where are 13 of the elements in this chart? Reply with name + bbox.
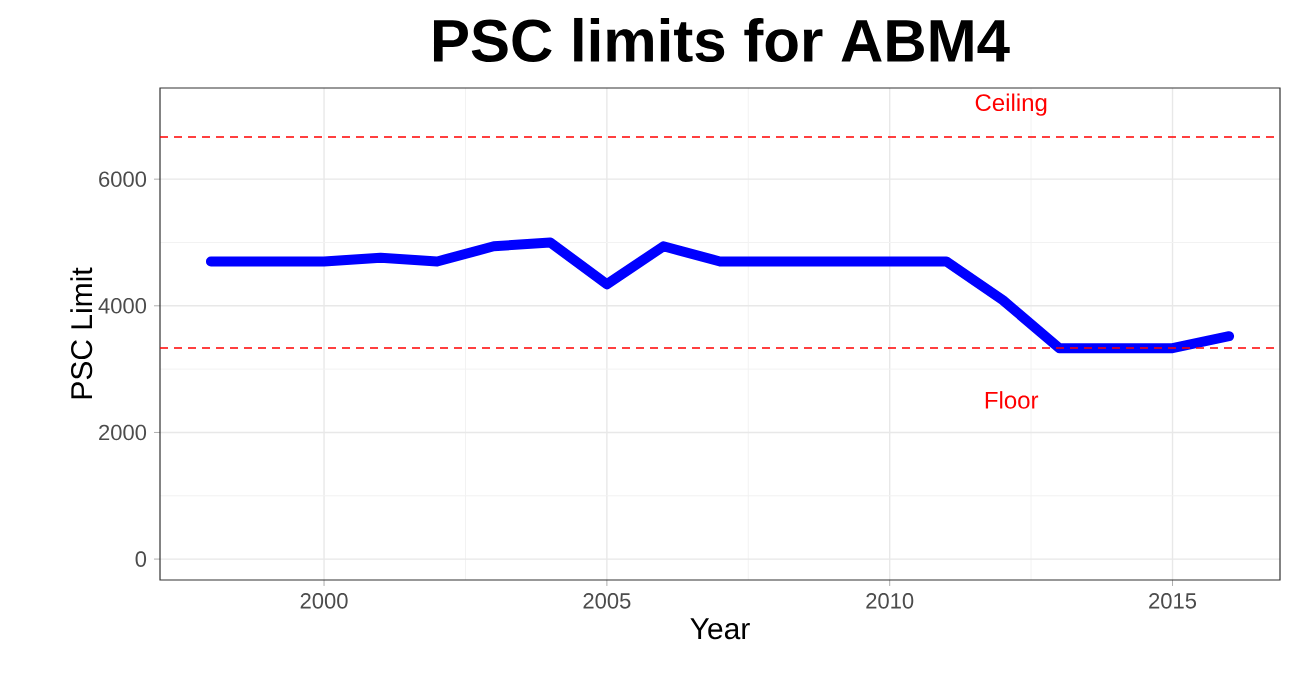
y-axis-title: PSC Limit: [70, 267, 93, 399]
ref-line-label: Floor: [985, 391, 1039, 409]
y-tick-label: 0: [135, 551, 147, 567]
ref-line-label: Ceiling: [975, 93, 1047, 116]
x-axis-title: Year: [690, 618, 750, 640]
x-tick-label: 2005: [583, 593, 631, 609]
chart-title: PSC limits for ABM4: [433, 17, 1010, 63]
y-tick-label: 6000: [99, 171, 147, 187]
x-tick-label: 2015: [1149, 593, 1197, 609]
y-tick-label: 2000: [99, 424, 147, 441]
x-tick-label: 2010: [866, 593, 914, 609]
y-tick-label: 4000: [98, 298, 147, 314]
x-tick-label: 2000: [300, 593, 348, 609]
